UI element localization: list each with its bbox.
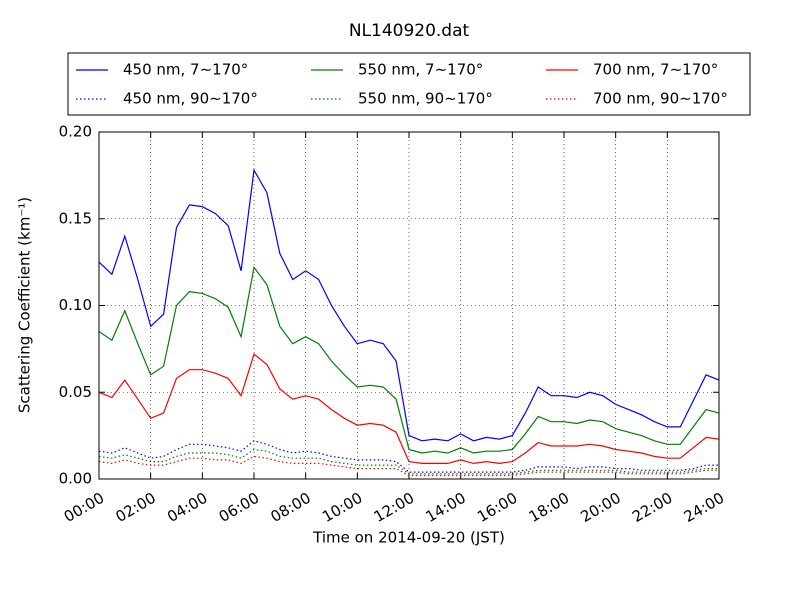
x-axis-label: Time on 2014-09-20 (JST) <box>312 529 505 547</box>
y-tick-label: 0.20 <box>59 123 92 141</box>
legend-box <box>67 52 751 116</box>
series-line <box>98 265 720 454</box>
legend-label: 450 nm, 90∼170° <box>123 90 258 108</box>
chart-title: NL140920.dat <box>349 21 470 41</box>
y-tick-label: 0.00 <box>59 470 92 488</box>
legend-label: 450 nm, 7∼170° <box>123 61 248 79</box>
series-line <box>98 448 719 475</box>
y-tick-label: 0.05 <box>59 383 92 401</box>
legend-label: 700 nm, 7∼170° <box>593 61 718 79</box>
series-line <box>98 455 719 477</box>
plot-frame <box>98 131 720 480</box>
legend-label: 550 nm, 90∼170° <box>358 90 493 108</box>
y-axis-label: Scattering Coefficient (km⁻¹) <box>16 197 34 413</box>
y-tick-label: 0.10 <box>59 296 92 314</box>
legend-label: 550 nm, 7∼170° <box>358 61 483 79</box>
series-line <box>98 168 720 442</box>
legend-label: 700 nm, 90∼170° <box>593 90 728 108</box>
series-line <box>98 440 719 473</box>
y-tick-label: 0.15 <box>59 209 92 227</box>
series-line <box>98 353 720 465</box>
